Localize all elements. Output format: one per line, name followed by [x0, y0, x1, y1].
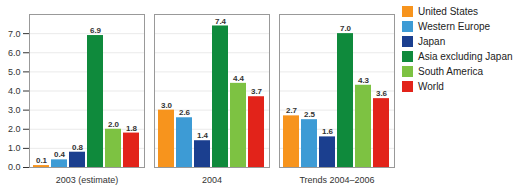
- html-text:Western Europe: Western Europe: [418, 21, 491, 32]
- svg-text:7.4: 7.4: [215, 17, 227, 26]
- svg-text:5.0: 5.0: [8, 67, 21, 77]
- svg-text:Trends 2004–2006: Trends 2004–2006: [299, 175, 374, 185]
- html-text:South America: South America: [418, 66, 483, 77]
- svg-text:4.3: 4.3: [358, 76, 370, 85]
- svg-text:0.1: 0.1: [36, 156, 48, 165]
- svg-text:0.8: 0.8: [72, 143, 84, 152]
- svg-text:3.0: 3.0: [161, 101, 173, 110]
- html-text:Asia excluding Japan: Asia excluding Japan: [418, 51, 513, 62]
- svg-text:2004: 2004: [202, 175, 222, 185]
- svg-text:3.6: 3.6: [376, 89, 388, 98]
- svg-text:0.0: 0.0: [8, 162, 21, 172]
- html-text:World: World: [418, 81, 444, 92]
- svg-text:2.0: 2.0: [8, 124, 21, 134]
- svg-text:0.4: 0.4: [54, 150, 66, 159]
- svg-text:2.5: 2.5: [304, 110, 316, 119]
- svg-text:2.6: 2.6: [179, 108, 191, 117]
- svg-text:1.8: 1.8: [126, 124, 138, 133]
- svg-text:3.0: 3.0: [8, 105, 21, 115]
- svg-text:7.0: 7.0: [340, 24, 352, 33]
- svg-text:1.0: 1.0: [8, 143, 21, 153]
- html-text:Japan: Japan: [418, 36, 446, 47]
- svg-text:2.0: 2.0: [108, 120, 120, 129]
- svg-text:2003 (estimate): 2003 (estimate): [56, 175, 119, 185]
- svg-text:6.9: 6.9: [90, 26, 102, 35]
- svg-text:1.6: 1.6: [322, 127, 334, 136]
- svg-text:4.4: 4.4: [233, 74, 245, 83]
- svg-text:7.0: 7.0: [8, 29, 21, 39]
- svg-text:6.0: 6.0: [8, 48, 21, 58]
- svg-text:4.0: 4.0: [8, 86, 21, 96]
- svg-text:3.7: 3.7: [251, 87, 263, 96]
- svg-text:1.4: 1.4: [197, 131, 209, 140]
- svg-text:2.7: 2.7: [286, 106, 298, 115]
- html-text:United States: United States: [418, 6, 478, 17]
